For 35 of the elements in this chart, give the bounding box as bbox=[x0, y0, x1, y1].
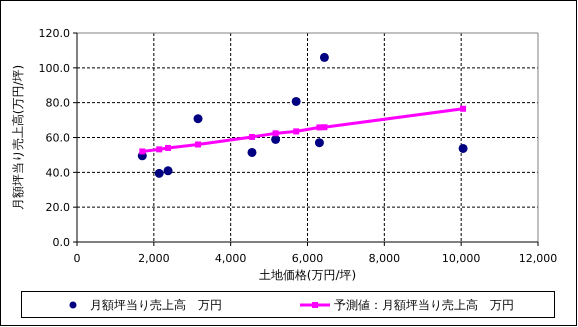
point bbox=[248, 134, 255, 140]
point bbox=[321, 124, 328, 130]
point bbox=[293, 128, 300, 134]
y-tick-label: 40.0 bbox=[46, 166, 70, 180]
y-tick-label: 20.0 bbox=[46, 201, 70, 214]
x-tick-label: 4,000 bbox=[214, 252, 246, 265]
point bbox=[139, 148, 146, 154]
point bbox=[154, 168, 164, 178]
legend-label: 予測値：月額坪当り売上高 万円 bbox=[334, 298, 514, 312]
y-tick-label: 80.0 bbox=[46, 96, 70, 110]
point bbox=[156, 146, 162, 152]
point bbox=[320, 52, 329, 62]
point bbox=[458, 144, 468, 153]
x-tick-label: 12,000 bbox=[518, 252, 558, 265]
point bbox=[314, 138, 324, 148]
y-tick-label: 120.0 bbox=[38, 27, 70, 40]
x-tick-label: 10,000 bbox=[442, 252, 480, 265]
x-tick-label: 0 bbox=[74, 252, 80, 265]
point bbox=[247, 148, 256, 157]
y-tick-label: 0.0 bbox=[52, 236, 70, 249]
x-axis-title: 土地価格(万円/坪) bbox=[258, 268, 356, 282]
point bbox=[164, 166, 173, 176]
point bbox=[165, 144, 172, 151]
point bbox=[292, 96, 301, 106]
legend-label: 月額坪当り売上高 万円 bbox=[90, 298, 222, 312]
x-tick-label: 8,000 bbox=[368, 252, 400, 265]
point bbox=[460, 106, 466, 112]
y-tick-label: 100.0 bbox=[38, 62, 70, 75]
point bbox=[195, 141, 202, 148]
x-tick-label: 2,000 bbox=[138, 252, 170, 265]
point bbox=[272, 130, 279, 136]
x-tick-label: 6,000 bbox=[292, 252, 324, 265]
y-tick-label: 60.0 bbox=[46, 132, 70, 144]
point bbox=[194, 114, 203, 124]
y-axis-title: 月額坪当り売上高(万円/坪) bbox=[11, 64, 25, 210]
